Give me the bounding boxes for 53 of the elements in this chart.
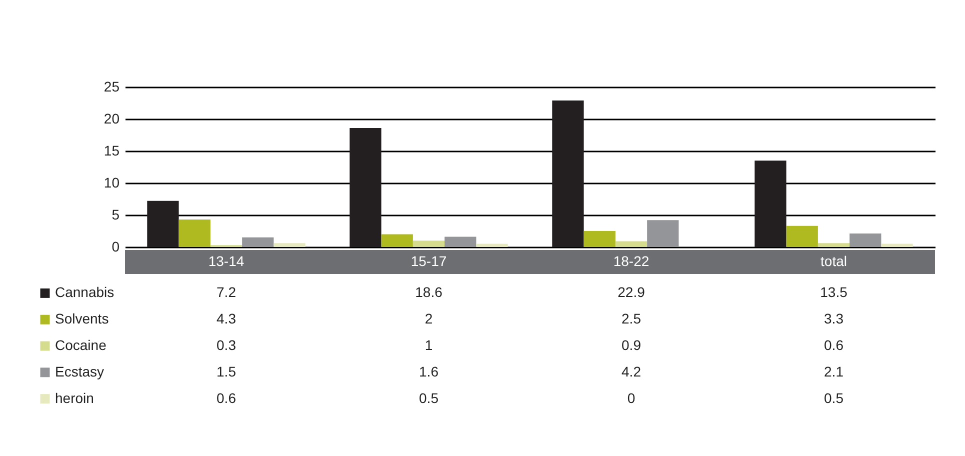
legend-label: heroin [55,390,94,406]
bar [754,160,786,247]
data-label: 1.5 [216,363,236,380]
data-label: 3.3 [824,310,844,327]
bar [350,128,382,247]
y-tick-label: 15 [104,142,120,158]
data-label: 22.9 [618,284,646,300]
bar [178,219,210,247]
bar [147,200,179,247]
legend-label: Cocaine [55,337,107,353]
data-label: 1 [424,337,433,353]
data-label: 2 [424,310,433,327]
legend-label: Ecstasy [55,363,104,380]
bar [476,244,508,247]
y-tick-label: 10 [104,174,120,190]
legend-label: Cannabis [55,284,114,300]
data-label: 0.5 [824,390,844,406]
data-label: 0.3 [216,337,236,353]
data-label: 2.1 [824,363,844,380]
bar [381,234,413,247]
data-label: 7.2 [216,284,236,300]
y-tick-label: 0 [112,238,120,254]
bar [242,237,274,247]
data-label: 0 [627,390,636,406]
y-tick-label: 5 [112,206,120,222]
data-label: 0.9 [622,337,642,353]
data-label: 13.5 [820,284,848,300]
bar [647,220,679,247]
bar [850,234,882,247]
data-label: 18.6 [415,284,443,300]
data-label: 1.6 [419,363,439,380]
y-tick-label: 20 [104,110,120,126]
data-label: 4.2 [622,363,642,380]
x-tick-label: 15-17 [410,253,447,269]
x-tick-label: total [820,253,847,269]
data-label: 0.5 [419,390,439,406]
x-tick-label: 13-14 [208,253,244,269]
bar [552,100,584,247]
bar [412,240,445,247]
data-label: 0.6 [824,337,844,353]
bar [274,243,306,247]
data-label: 4.3 [216,310,236,327]
bar [818,243,850,247]
y-tick-label: 25 [104,78,120,94]
bar [584,231,616,247]
data-label: 2.5 [622,310,642,327]
data-label: 0.6 [216,390,236,406]
bar [615,241,648,247]
x-tick-label: 18-22 [613,253,650,269]
bar [881,244,913,247]
bar [444,236,476,247]
legend-label: Solvents [55,310,109,327]
bar [786,226,818,247]
